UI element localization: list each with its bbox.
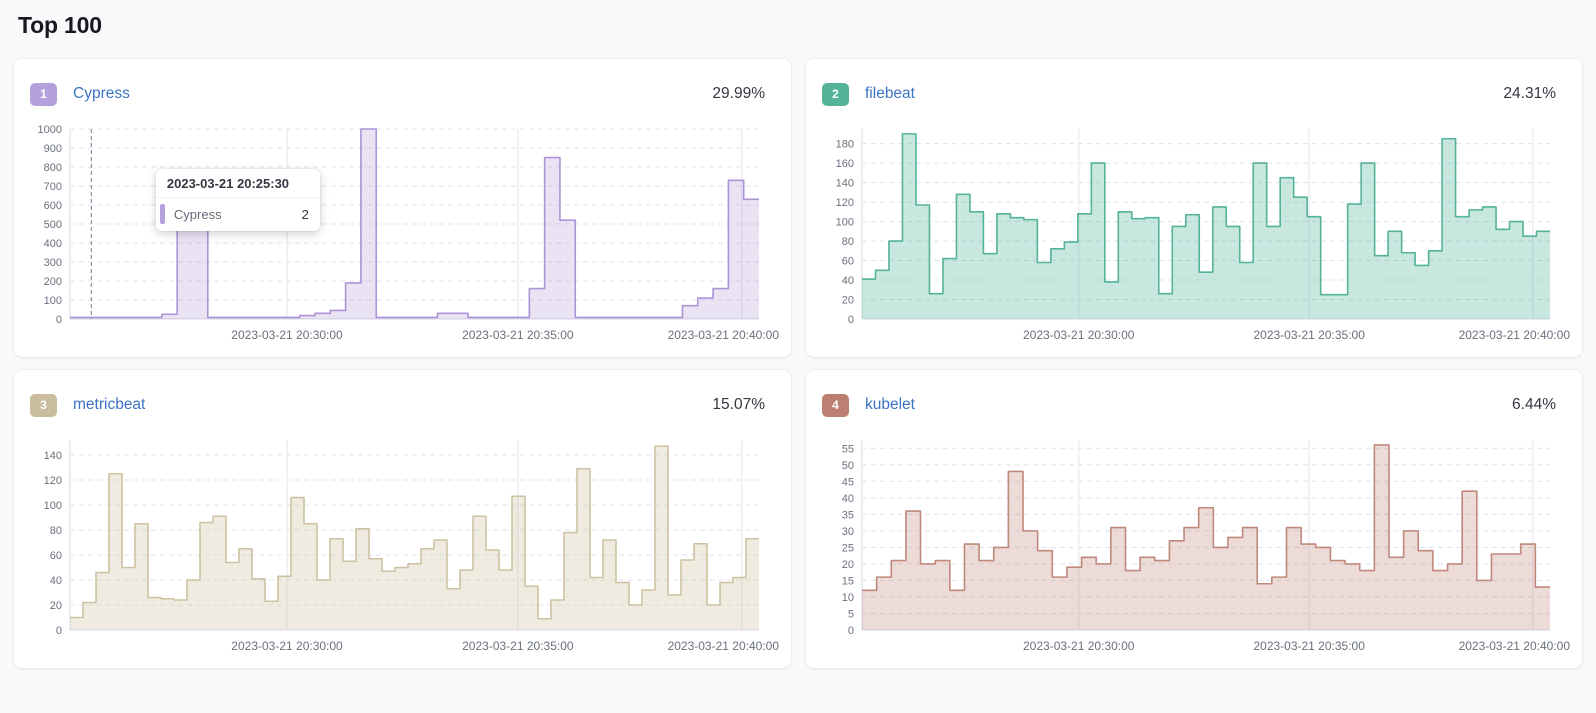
svg-text:700: 700 <box>44 181 62 193</box>
charts-grid: 1 Cypress 29.99% 0 100 200 300 400 500 600 700 8… <box>14 59 1582 668</box>
svg-text:300: 300 <box>44 257 62 269</box>
svg-text:1000: 1000 <box>38 124 62 136</box>
svg-text:600: 600 <box>44 200 62 212</box>
series-link[interactable]: metricbeat <box>73 396 146 413</box>
svg-text:15: 15 <box>842 575 854 587</box>
svg-text:80: 80 <box>50 525 62 537</box>
page-title: Top 100 <box>18 12 102 38</box>
svg-text:2023-03-21 20:40:00: 2023-03-21 20:40:00 <box>1459 639 1571 653</box>
card-header: 3 metricbeat 15.07% <box>28 390 775 420</box>
svg-text:2023-03-21 20:35:00: 2023-03-21 20:35:00 <box>1253 639 1365 653</box>
chart-tooltip: 2023-03-21 20:25:30 Cypress 2 <box>155 169 320 231</box>
svg-text:900: 900 <box>44 143 62 155</box>
svg-text:20: 20 <box>50 600 62 612</box>
svg-text:2023-03-21 20:40:00: 2023-03-21 20:40:00 <box>1459 328 1571 342</box>
svg-text:20: 20 <box>842 559 854 571</box>
svg-text:2023-03-21 20:35:00: 2023-03-21 20:35:00 <box>462 639 574 653</box>
svg-text:180: 180 <box>836 139 854 151</box>
svg-text:120: 120 <box>836 197 854 209</box>
svg-text:200: 200 <box>44 276 62 288</box>
chart-card: 1 Cypress 29.99% 0 100 200 300 400 500 600 700 8… <box>14 59 791 357</box>
area-chart[interactable]: 0 5 10 15 20 25 30 35 40 45 50 55 2023-03-21 20:30:0… <box>820 432 1570 658</box>
svg-text:25: 25 <box>842 542 854 554</box>
svg-text:20: 20 <box>842 295 854 307</box>
card-header: 4 kubelet 6.44% <box>820 390 1566 420</box>
chart-card: 4 kubelet 6.44% 0 5 10 15 20 25 30 35 40 45 50 55 20… <box>806 370 1582 668</box>
area-chart-svg: 0 100 200 300 400 500 600 700 800 900 1000 2023-03-… <box>38 124 780 342</box>
area-chart-svg: 0 20 40 60 80 100 120 140 160 180 2023-03-21 20:30… <box>836 129 1570 342</box>
svg-text:2023-03-21 20:30:00: 2023-03-21 20:30:00 <box>231 328 343 342</box>
svg-text:2023-03-21 20:30:00: 2023-03-21 20:30:00 <box>1023 639 1135 653</box>
tooltip-timestamp: 2023-03-21 20:25:30 <box>155 169 320 198</box>
svg-text:100: 100 <box>44 295 62 307</box>
percent-value: 24.31% <box>1503 85 1556 102</box>
svg-text:2023-03-21 20:35:00: 2023-03-21 20:35:00 <box>462 328 574 342</box>
svg-text:2023-03-21 20:40:00: 2023-03-21 20:40:00 <box>668 328 780 342</box>
svg-text:2023-03-21 20:35:00: 2023-03-21 20:35:00 <box>1253 328 1365 342</box>
svg-text:55: 55 <box>842 443 854 455</box>
svg-text:50: 50 <box>842 460 854 472</box>
svg-text:100: 100 <box>44 500 62 512</box>
rank-badge: 4 <box>822 393 849 417</box>
percent-value: 15.07% <box>712 396 765 413</box>
svg-text:30: 30 <box>842 526 854 538</box>
tooltip-row: Cypress 2 <box>156 198 320 231</box>
svg-text:100: 100 <box>836 217 854 229</box>
percent-value: 6.44% <box>1512 396 1556 413</box>
svg-text:2023-03-21 20:30:00: 2023-03-21 20:30:00 <box>1023 328 1135 342</box>
svg-text:45: 45 <box>842 476 854 488</box>
series-link[interactable]: Cypress <box>73 85 130 102</box>
series-color-marker <box>159 204 165 224</box>
svg-text:0: 0 <box>56 625 62 637</box>
svg-text:40: 40 <box>50 575 62 587</box>
rank-badge: 1 <box>30 82 57 106</box>
svg-text:40: 40 <box>842 275 854 287</box>
percent-value: 29.99% <box>712 85 765 102</box>
svg-text:140: 140 <box>44 450 62 462</box>
rank-badge: 2 <box>822 82 849 106</box>
svg-text:5: 5 <box>848 608 854 620</box>
svg-text:40: 40 <box>842 493 854 505</box>
card-header: 1 Cypress 29.99% <box>28 79 775 109</box>
area-chart[interactable]: 0 20 40 60 80 100 120 140 160 180 2023-03-21 20:30… <box>820 121 1570 347</box>
svg-text:60: 60 <box>50 550 62 562</box>
svg-text:140: 140 <box>836 178 854 190</box>
chart-card: 2 filebeat 24.31% 0 20 40 60 80 100 120 140 160 1… <box>806 59 1582 357</box>
tooltip-series-value: 2 <box>301 206 309 222</box>
svg-text:60: 60 <box>842 256 854 268</box>
svg-text:0: 0 <box>848 314 854 326</box>
svg-text:0: 0 <box>848 625 854 637</box>
card-header: 2 filebeat 24.31% <box>820 79 1566 109</box>
svg-text:0: 0 <box>56 314 62 326</box>
svg-text:160: 160 <box>836 158 854 170</box>
svg-text:35: 35 <box>842 509 854 521</box>
svg-text:120: 120 <box>44 475 62 487</box>
area-chart-svg: 0 20 40 60 80 100 120 140 2023-03-21 20:30:00 202… <box>44 440 779 653</box>
series-link[interactable]: filebeat <box>865 85 915 102</box>
svg-text:500: 500 <box>44 219 62 231</box>
area-chart[interactable]: 0 20 40 60 80 100 120 140 2023-03-21 20:30:00 202… <box>28 432 779 658</box>
tooltip-series-name: Cypress <box>173 206 222 222</box>
svg-text:800: 800 <box>44 162 62 174</box>
rank-badge: 3 <box>30 393 57 417</box>
svg-text:80: 80 <box>842 236 854 248</box>
svg-text:2023-03-21 20:40:00: 2023-03-21 20:40:00 <box>668 639 780 653</box>
chart-card: 3 metricbeat 15.07% 0 20 40 60 80 100 120 140 20… <box>14 370 791 668</box>
series-link[interactable]: kubelet <box>865 396 915 413</box>
svg-text:2023-03-21 20:30:00: 2023-03-21 20:30:00 <box>231 639 343 653</box>
svg-text:400: 400 <box>44 238 62 250</box>
area-chart-svg: 0 5 10 15 20 25 30 35 40 45 50 55 2023-03-21 20:30:0… <box>842 440 1570 653</box>
area-chart[interactable]: 0 100 200 300 400 500 600 700 800 900 1000 2023-03-… <box>28 121 780 347</box>
svg-text:10: 10 <box>842 592 854 604</box>
